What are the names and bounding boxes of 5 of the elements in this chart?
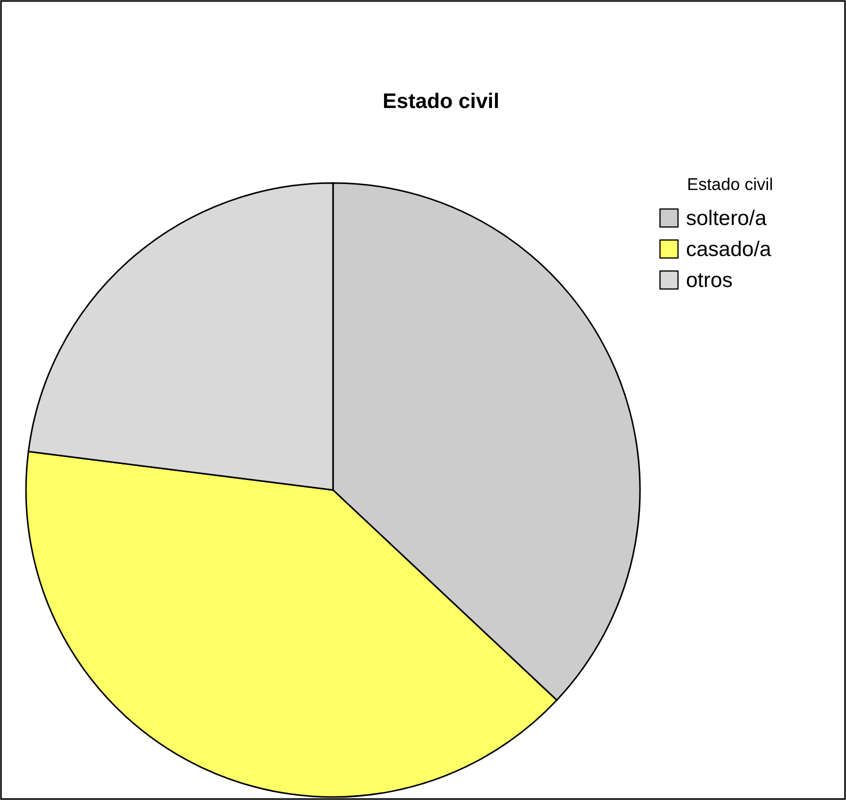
legend-title: Estado civil: [687, 175, 773, 194]
legend-label: soltero/a: [686, 207, 767, 230]
chart-title: Estado civil: [382, 90, 500, 113]
legend-label: casado/a: [686, 238, 772, 261]
legend-label: otros: [686, 269, 733, 292]
